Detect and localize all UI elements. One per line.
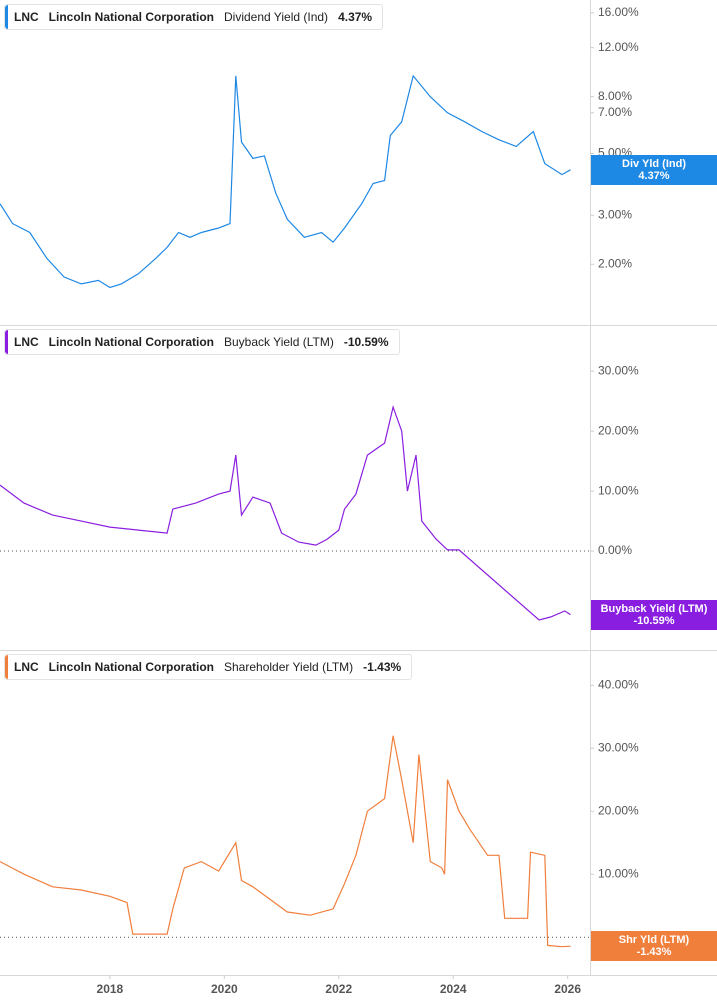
last-value-badge: Shr Yld (LTM) -1.43% bbox=[591, 931, 717, 962]
x-tick-label: 2026 bbox=[554, 982, 581, 996]
chart-header: LNC Lincoln National Corporation Dividend … bbox=[4, 4, 384, 30]
y-tick-label: 7.00% bbox=[598, 105, 632, 119]
ticker: LNC bbox=[14, 335, 39, 349]
y-tick-label: 12.00% bbox=[598, 40, 639, 54]
y-tick-label: 16.00% bbox=[598, 5, 639, 19]
y-tick-label: 30.00% bbox=[598, 740, 639, 754]
header-color-bar bbox=[5, 655, 8, 679]
y-tick-label: 10.00% bbox=[598, 483, 639, 497]
header-value: 4.37% bbox=[338, 10, 373, 24]
badge-label: Buyback Yield (LTM) bbox=[600, 602, 708, 615]
data-line bbox=[0, 404, 571, 621]
badge-value: -1.43% bbox=[636, 946, 672, 959]
badge-value: -10.59% bbox=[633, 614, 675, 627]
x-tick-label: 2024 bbox=[440, 982, 467, 996]
y-tick-label: 20.00% bbox=[598, 423, 639, 437]
y-tick-label: 20.00% bbox=[598, 803, 639, 817]
header-value: -1.43% bbox=[363, 660, 402, 674]
company-name: Lincoln National Corporation bbox=[48, 10, 214, 24]
header-color-bar bbox=[5, 5, 8, 29]
data-line bbox=[0, 74, 571, 289]
badge-value: 4.37% bbox=[638, 169, 670, 182]
y-tick-label: 8.00% bbox=[598, 89, 632, 103]
x-tick-label: 2022 bbox=[325, 982, 352, 996]
ticker: LNC bbox=[14, 660, 39, 674]
chart-header: LNC Lincoln National Corporation Buyback Y… bbox=[4, 329, 400, 355]
y-tick-label: 2.00% bbox=[598, 256, 632, 270]
y-tick-label: 0.00% bbox=[598, 543, 632, 557]
company-name: Lincoln National Corporation bbox=[48, 660, 214, 674]
x-tick-label: 2020 bbox=[211, 982, 238, 996]
y-tick-label: 10.00% bbox=[598, 866, 639, 880]
metric-name: Dividend Yield (Ind) bbox=[224, 10, 329, 24]
badge-label: Shr Yld (LTM) bbox=[618, 934, 690, 947]
chart-header: LNC Lincoln National Corporation Sharehold… bbox=[4, 654, 413, 680]
metric-name: Buyback Yield (LTM) bbox=[224, 335, 334, 349]
badge-label: Div Yld (Ind) bbox=[622, 157, 686, 170]
ticker: LNC bbox=[14, 10, 39, 24]
y-tick-label: 30.00% bbox=[598, 363, 639, 377]
y-tick-label: 40.00% bbox=[598, 677, 639, 691]
metric-name: Shareholder Yield (LTM) bbox=[224, 660, 354, 674]
company-name: Lincoln National Corporation bbox=[48, 335, 214, 349]
header-color-bar bbox=[5, 330, 8, 354]
header-value: -10.59% bbox=[343, 335, 389, 349]
x-tick-label: 2018 bbox=[97, 982, 124, 996]
last-value-badge: Div Yld (Ind) 4.37% bbox=[591, 154, 717, 185]
last-value-badge: Buyback Yield (LTM) -10.59% bbox=[591, 599, 717, 630]
y-tick-label: 3.00% bbox=[598, 207, 632, 221]
data-line bbox=[0, 735, 571, 948]
